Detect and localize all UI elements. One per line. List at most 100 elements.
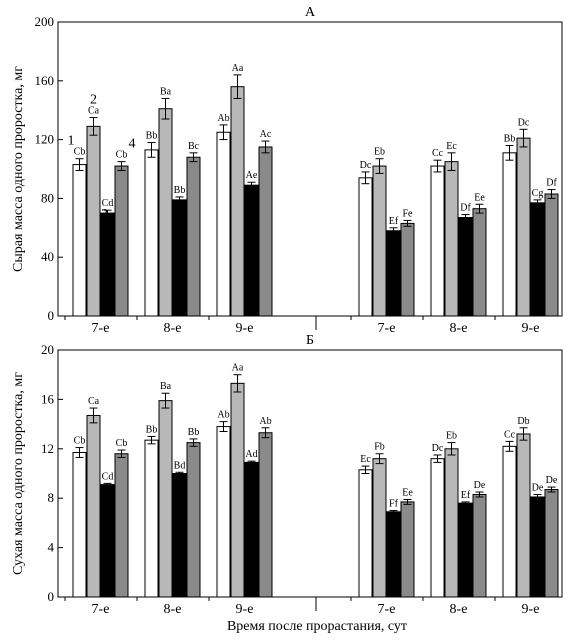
significance-label: Ae <box>246 170 258 181</box>
bar <box>358 177 373 317</box>
significance-label: Fb <box>374 442 385 453</box>
significance-label: Ee <box>474 192 485 203</box>
significance-label: Eb <box>374 147 385 158</box>
significance-label: Ec <box>446 141 457 152</box>
y-axis-label: Сухая масса одного проростка, мг <box>11 372 26 575</box>
bar <box>158 400 173 598</box>
significance-label: Ef <box>389 216 399 227</box>
bar <box>86 414 101 598</box>
y-tick-label: 200 <box>35 14 55 29</box>
significance-label: Fe <box>403 208 414 219</box>
significance-label: Bb <box>188 427 200 438</box>
significance-label: De <box>474 480 486 491</box>
bar <box>186 442 201 598</box>
significance-label: Aa <box>232 363 244 374</box>
category-label: 7-е <box>378 321 396 336</box>
bar <box>400 501 415 598</box>
plot-frame <box>57 21 563 317</box>
significance-label: Cb <box>116 438 128 449</box>
bar <box>172 473 187 598</box>
significance-label: Eb <box>446 431 457 442</box>
y-axis-label: Сырая масса одного проростка, мг <box>11 66 26 272</box>
bar <box>144 439 159 598</box>
category-label: 8-е <box>164 321 182 336</box>
y-tick-label: 0 <box>48 589 55 604</box>
bar <box>458 217 473 317</box>
bar <box>544 489 559 598</box>
bar <box>530 496 545 598</box>
significance-label: Ab <box>259 416 271 427</box>
panel-label: А <box>305 5 316 20</box>
significance-label: Ec <box>360 454 371 465</box>
significance-label: Ff <box>389 499 399 510</box>
significance-label: Bc <box>188 141 200 152</box>
significance-label: Bb <box>504 133 516 144</box>
significance-label: Cc <box>432 148 444 159</box>
bar <box>516 433 531 598</box>
bar <box>100 484 115 598</box>
significance-label: Df <box>546 178 557 189</box>
bar <box>216 426 231 598</box>
bar <box>186 156 201 317</box>
bar <box>472 493 487 598</box>
bar <box>258 432 273 598</box>
y-tick-label: 80 <box>41 190 54 205</box>
bar <box>86 125 101 317</box>
significance-label: Ca <box>88 106 100 117</box>
significance-label: Cd <box>102 471 114 482</box>
category-label: 9-е <box>236 602 254 617</box>
significance-label: Bd <box>174 460 186 471</box>
y-tick-label: 20 <box>41 342 54 357</box>
bar <box>502 152 517 317</box>
significance-label: Ab <box>217 113 229 124</box>
significance-label: De <box>546 475 558 486</box>
bar <box>372 165 387 317</box>
bar <box>72 452 87 598</box>
category-label: 7-е <box>92 602 110 617</box>
significance-label: Bb <box>146 424 158 435</box>
category-label: 9-е <box>522 602 540 617</box>
bar <box>472 208 487 317</box>
bar <box>114 165 129 317</box>
bar <box>386 230 401 317</box>
bar <box>544 193 559 317</box>
panel-label: Б <box>306 333 314 348</box>
bar <box>458 502 473 598</box>
significance-label: Cb <box>74 147 86 158</box>
bar <box>372 458 387 598</box>
significance-label: Dc <box>360 160 372 171</box>
category-label: 8-е <box>450 321 468 336</box>
significance-label: Bb <box>146 131 158 142</box>
bar <box>502 445 517 598</box>
bar <box>386 511 401 598</box>
significance-label: Ac <box>260 129 272 140</box>
y-tick-label: 12 <box>41 441 54 456</box>
bar <box>100 212 115 317</box>
significance-label: Cb <box>74 436 86 447</box>
significance-label: Dc <box>432 443 444 454</box>
x-axis-label: Время после прорастания, сут <box>227 619 407 634</box>
bar <box>172 199 187 317</box>
series-number-label: 3 <box>101 207 108 222</box>
significance-label: Ad <box>245 449 257 460</box>
y-tick-label: 8 <box>48 490 55 505</box>
series-number-label: 4 <box>129 137 136 152</box>
bar <box>244 461 259 598</box>
significance-label: Ab <box>217 410 229 421</box>
category-label: 8-е <box>450 602 468 617</box>
y-tick-label: 4 <box>48 540 55 555</box>
bar <box>358 469 373 598</box>
significance-label: Cb <box>116 150 128 161</box>
significance-label: Ba <box>160 381 172 392</box>
significance-label: Cg <box>532 188 544 199</box>
significance-label: Ba <box>160 86 172 97</box>
bar <box>230 86 245 317</box>
significance-label: Ee <box>402 487 413 498</box>
plot-frame <box>57 349 563 598</box>
bar <box>400 222 415 317</box>
significance-label: Df <box>460 203 471 214</box>
y-tick-label: 40 <box>41 249 54 264</box>
significance-label: Ca <box>88 396 100 407</box>
bar <box>244 184 259 317</box>
